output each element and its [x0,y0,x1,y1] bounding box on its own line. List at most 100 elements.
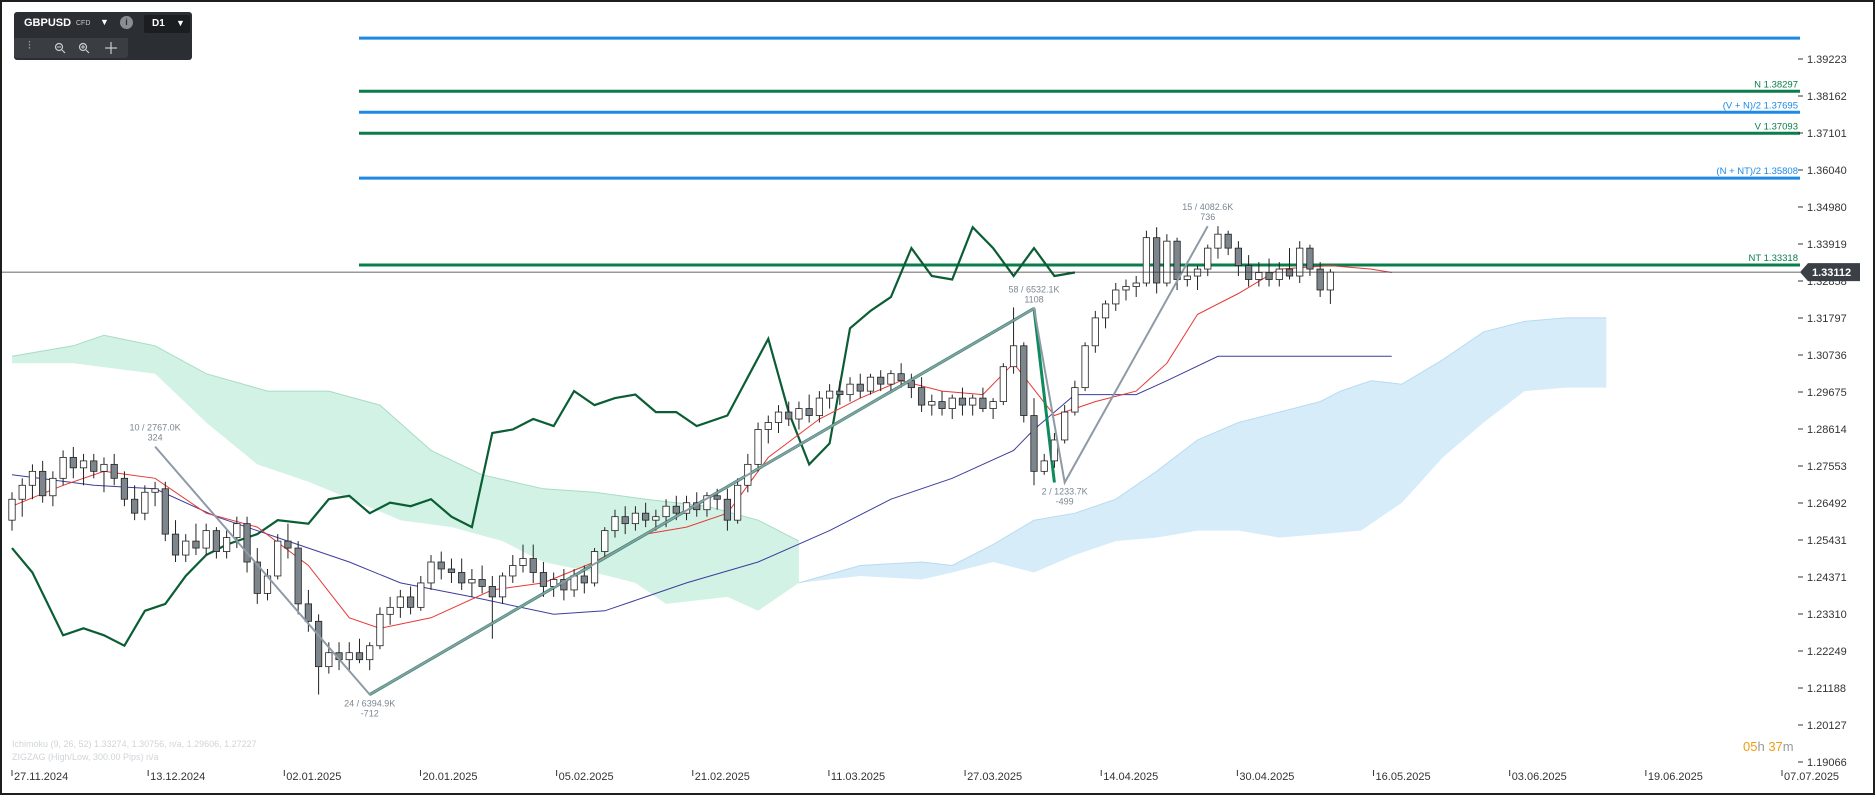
candle-body [243,523,251,563]
price-tick-label: 1.23310 [1807,609,1847,621]
candle-body [202,530,210,549]
candle [1061,405,1069,444]
candle-body [1101,303,1110,319]
candle [631,506,640,531]
time-tick-label: 11.03.2025 [831,771,885,783]
candle-body [1122,286,1130,291]
candle [621,506,629,535]
candle-body [539,572,548,587]
candle [774,405,783,433]
candle-body [355,652,364,661]
candle [723,488,732,531]
candle [887,370,895,392]
candle-body [366,645,374,661]
level-label: (N + NT)/2 1.35808 [1716,166,1798,177]
candle-body [1050,439,1059,462]
candle-body [488,586,496,598]
candle-body [703,495,711,511]
candle [1071,380,1079,416]
candle [141,485,149,521]
price-tick-label: 1.28614 [1807,424,1847,436]
candle [550,572,558,597]
candle-body [1224,233,1232,249]
candle [59,450,67,486]
crosshair-icon[interactable] [104,41,118,55]
zigzag-label: -712 [361,709,379,719]
candle-body [1173,240,1181,280]
zigzag-label: 24 / 6394.9K [344,699,395,709]
candle-body [417,582,425,608]
candle [938,391,946,416]
candle [427,555,435,590]
candle-body [437,561,445,570]
bars-icon[interactable]: ⫶ [28,40,31,52]
candle [856,373,864,399]
price-tick-label: 1.22249 [1807,646,1847,658]
candle-body [519,558,527,566]
price-tick-label: 1.38162 [1807,91,1847,103]
candle-body [662,505,670,518]
price-tick-label: 1.27553 [1807,461,1847,473]
candle-body [652,516,660,521]
candle-body [284,540,292,549]
price-axis: 1.39223 1.38162 1.37101 1.36040 1.34980 1.339… [1798,54,1847,769]
candle [785,401,793,427]
candle [478,565,486,594]
candle-body [131,498,139,514]
candle [223,530,231,559]
candle [131,485,139,521]
candle [999,363,1007,406]
candle-body [325,652,333,668]
timeframe-select[interactable]: D1 ▼ [144,15,190,33]
time-tick-label: 27.11.2024 [14,771,68,783]
candle [171,520,180,563]
time-tick-label: 05.02.2025 [559,771,614,783]
zoom-out-icon[interactable] [54,42,66,54]
candle-body [69,456,77,469]
zigzag-label: 10 / 2767.0K [130,423,181,433]
candle-body [376,613,384,647]
candle [928,394,936,416]
candle-body [182,540,190,556]
candle [1214,226,1222,259]
candle-body [1030,415,1038,472]
candle [539,562,548,597]
candle [49,471,57,507]
symbol-label[interactable]: GBPUSD [24,17,72,29]
candle-body [580,575,588,584]
candle-body [1306,247,1314,270]
candle-body [458,572,466,584]
candle-body [642,512,650,521]
candle [519,544,527,573]
candle [253,548,261,604]
price-tick-label: 1.20127 [1807,720,1847,732]
chevron-down-icon: ▼ [176,18,185,28]
zoom-in-icon[interactable] [78,42,90,54]
zigzag-label: 58 / 6532.1K [1008,284,1059,294]
candle [1224,230,1232,256]
candle [355,638,364,664]
candle-body [917,387,926,406]
candle-body [989,401,997,409]
candle-body [1326,271,1334,291]
chevron-down-icon[interactable]: ▼ [100,17,109,27]
candle [1112,283,1120,311]
candle [376,607,384,650]
time-tick-label: 19.06.2025 [1648,771,1703,783]
candle-body [550,579,558,587]
candle [202,523,210,556]
candle-body [233,523,241,539]
candle [989,398,997,420]
level-label: V 1.37093 [1755,121,1798,132]
candle [1153,227,1161,294]
info-icon[interactable]: i [120,16,133,29]
candle-body [304,603,312,622]
candle-body [1071,387,1079,413]
candle-body [1265,272,1273,280]
candle [192,523,200,556]
candle [182,534,190,563]
candle [1255,262,1263,287]
candle [1030,398,1038,486]
